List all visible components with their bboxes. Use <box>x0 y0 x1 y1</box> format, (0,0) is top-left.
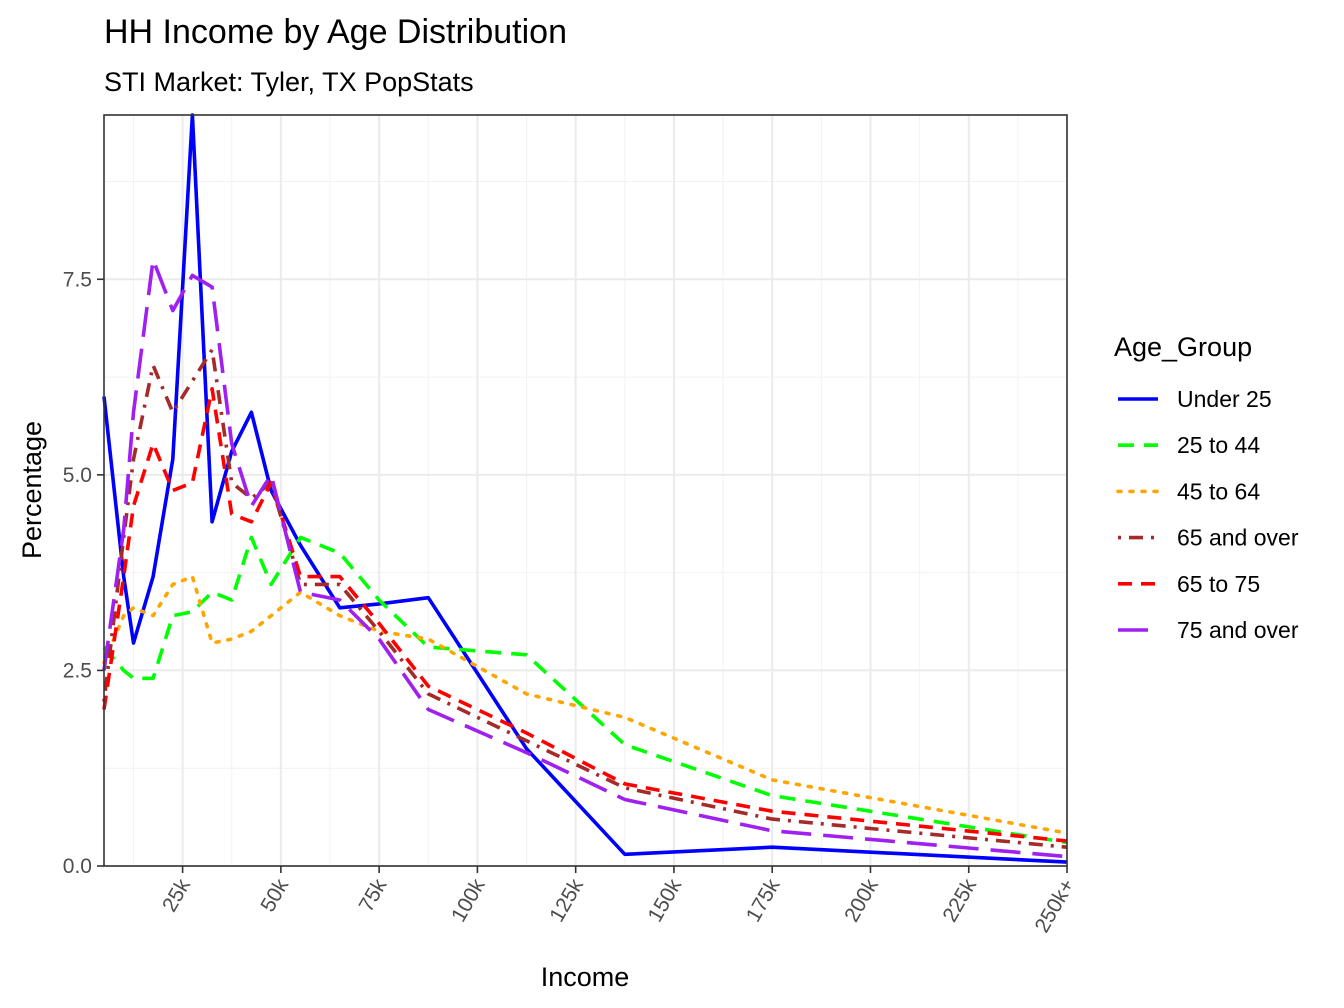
legend-label-5: 75 and over <box>1177 617 1299 643</box>
y-axis-title: Percentage <box>17 421 47 559</box>
series-line-4 <box>102 386 1068 843</box>
y-tick-label: 7.5 <box>63 268 92 291</box>
series-line-2 <box>102 574 1069 835</box>
legend-title: Age_Group <box>1114 332 1252 362</box>
y-tick-label: 0.0 <box>63 855 92 878</box>
series-lines <box>102 113 1069 864</box>
series-line-0 <box>102 113 1068 864</box>
legend-label-3: 65 and over <box>1177 525 1299 551</box>
legend-label-2: 45 to 64 <box>1177 478 1260 504</box>
y-axis: 0.0 2.5 5.0 7.5 <box>63 268 104 878</box>
legend-label-1: 25 to 44 <box>1177 432 1260 458</box>
chart-subtitle: STI Market: Tyler, TX PopStats <box>104 67 474 97</box>
legend: Age_Group Under 25 25 to 44 45 to 64 65 and… <box>1114 332 1299 643</box>
chart-title: HH Income by Age Distribution <box>104 13 567 51</box>
legend-label-4: 65 to 75 <box>1177 571 1260 597</box>
series-line-5 <box>102 257 1068 859</box>
y-tick-label: 2.5 <box>63 659 92 682</box>
x-axis-title: Income <box>541 962 630 992</box>
plot-panel-border <box>103 114 1068 867</box>
series-line-1 <box>102 535 1068 845</box>
y-tick-label: 5.0 <box>63 464 92 487</box>
legend-label-0: Under 25 <box>1177 386 1272 412</box>
